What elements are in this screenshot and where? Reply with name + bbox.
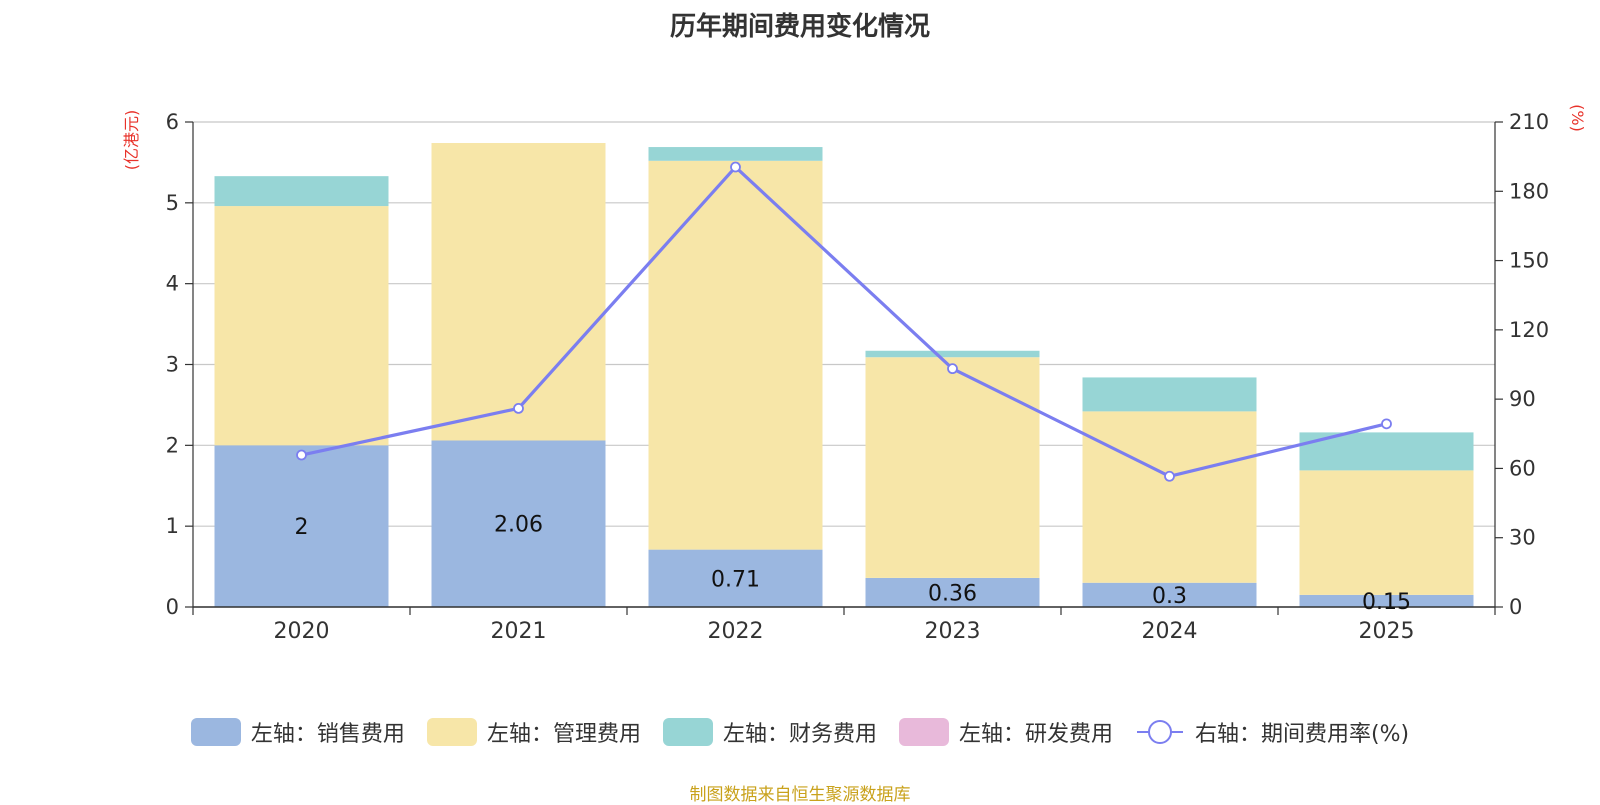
rate-line [301, 165, 1387, 478]
left-axis-tick-label: 1 [166, 514, 179, 538]
bar-左轴财务费用 [1082, 377, 1257, 412]
rate-point [947, 363, 958, 375]
legend-swatch [1136, 720, 1183, 744]
data-label: 0.15 [1362, 590, 1411, 615]
right-axis-tick-label: 150 [1509, 249, 1549, 273]
x-axis-tick-label: 2024 [1142, 619, 1198, 644]
bar-左轴财务费用 [865, 350, 1040, 358]
data-label: 0.3 [1152, 584, 1187, 609]
legend-item[interactable]: 左轴：研发费用 [898, 716, 1113, 748]
data-label: 0.71 [711, 567, 760, 592]
bar-左轴管理费用 [1299, 470, 1474, 595]
legend-label: 左轴：销售费用 [250, 722, 405, 747]
legend-item[interactable]: 右轴：期间费用率(%) [1135, 716, 1409, 748]
data-label: 2.06 [494, 513, 543, 538]
rate-point [513, 402, 524, 414]
right-axis-tick-label: 180 [1509, 179, 1549, 203]
bar-左轴财务费用 [648, 147, 823, 161]
left-axis-title: (亿港元) [122, 110, 141, 171]
legend-item[interactable]: 左轴：管理费用 [426, 716, 641, 748]
left-axis-tick-label: 2 [166, 433, 179, 457]
right-axis-tick-label: 30 [1509, 526, 1536, 550]
bar-左轴销售费用 [1299, 594, 1474, 607]
bar-左轴管理费用 [1082, 411, 1257, 583]
right-axis-tick-label: 120 [1509, 318, 1549, 342]
x-axis-tick-label: 2020 [274, 619, 330, 644]
legend-label: 右轴：期间费用率(%) [1194, 722, 1410, 747]
legend-label: 左轴：研发费用 [958, 722, 1113, 747]
rate-point [1381, 418, 1392, 430]
x-axis-tick-label: 2023 [925, 619, 981, 644]
right-axis-title: (%) [1568, 104, 1587, 132]
legend-item[interactable]: 左轴：财务费用 [662, 716, 877, 748]
right-axis-tick-label: 90 [1509, 387, 1536, 411]
bar-左轴管理费用 [648, 160, 823, 550]
left-axis-tick-label: 4 [166, 272, 179, 296]
rate-point [1164, 470, 1175, 482]
x-axis-tick-label: 2025 [1359, 619, 1415, 644]
bar-左轴销售费用 [865, 577, 1040, 607]
left-axis-tick-label: 0 [166, 595, 179, 619]
bar-左轴销售费用 [1082, 582, 1257, 607]
legend-item[interactable]: 左轴：销售费用 [190, 716, 405, 748]
bar-左轴管理费用 [214, 206, 389, 446]
chart-title: 历年期间费用变化情况 [669, 12, 930, 42]
legend-label: 左轴：财务费用 [722, 722, 877, 747]
bar-左轴管理费用 [431, 143, 606, 441]
right-axis-tick-label: 210 [1509, 110, 1549, 134]
left-axis-tick-label: 6 [166, 110, 179, 134]
data-label: 0.36 [928, 581, 977, 606]
legend-swatch [662, 718, 713, 746]
bar-左轴财务费用 [214, 176, 389, 207]
x-axis-tick-label: 2022 [708, 619, 764, 644]
legend-label: 左轴：管理费用 [486, 722, 641, 747]
rate-point [296, 449, 307, 461]
data-label: 2 [295, 515, 309, 540]
bar-左轴管理费用 [865, 357, 1040, 578]
bar-左轴销售费用 [431, 440, 606, 607]
x-axis-tick-label: 2021 [491, 619, 547, 644]
data-source-note: 制图数据来自恒生聚源数据库 [689, 785, 911, 805]
legend-swatch [426, 718, 477, 746]
bar-左轴销售费用 [214, 445, 389, 607]
legend-swatch [190, 718, 241, 746]
left-axis-tick-label: 3 [166, 353, 179, 377]
legend-swatch [898, 718, 949, 746]
right-axis-tick-label: 60 [1509, 456, 1536, 480]
left-axis-tick-label: 5 [166, 191, 179, 215]
rate-point [730, 161, 741, 173]
chart-legend: 左轴：销售费用 左轴：管理费用 左轴：财务费用 左轴：研发费用 右轴：期间费用率(%) [0, 716, 1600, 748]
right-axis-tick-label: 0 [1509, 595, 1522, 619]
bar-左轴销售费用 [648, 549, 823, 607]
